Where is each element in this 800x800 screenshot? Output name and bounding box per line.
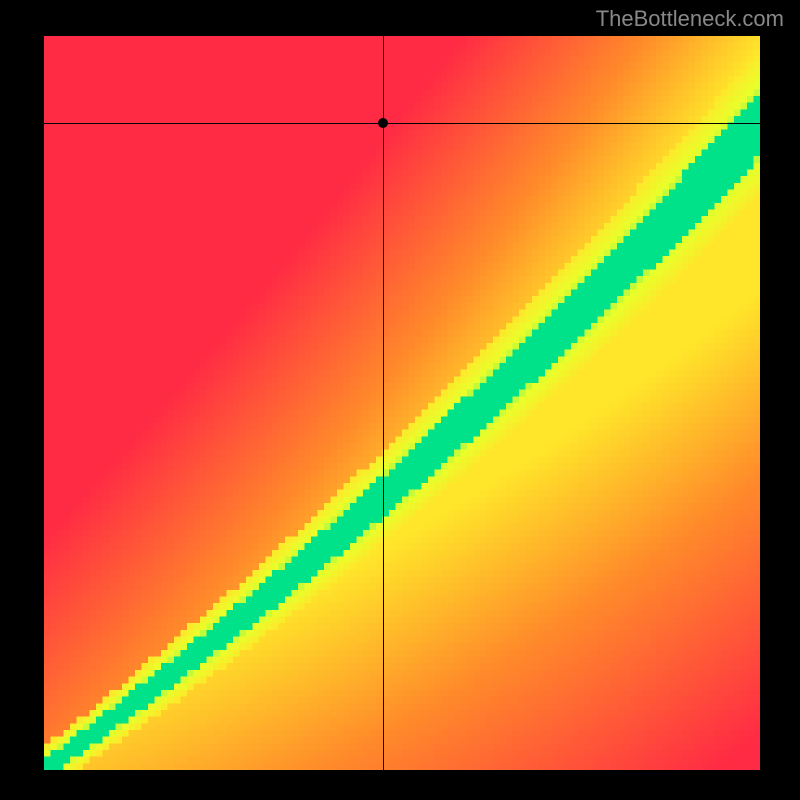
crosshair-vertical <box>383 36 384 770</box>
watermark-text: TheBottleneck.com <box>596 6 784 32</box>
crosshair-marker <box>378 118 388 128</box>
crosshair-horizontal <box>44 123 760 124</box>
chart-container: TheBottleneck.com <box>0 0 800 800</box>
bottleneck-heatmap <box>44 36 760 770</box>
